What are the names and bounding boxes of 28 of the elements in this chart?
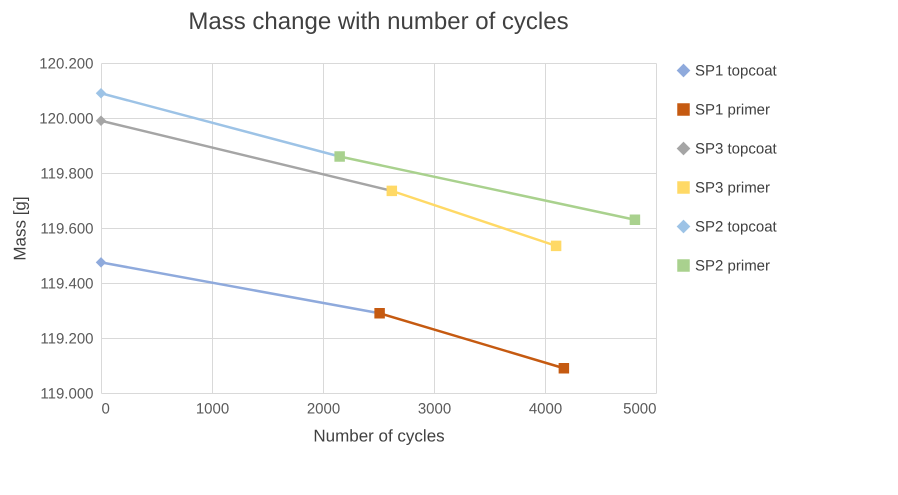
y-tick-label: 119.600 — [40, 220, 94, 238]
legend-label: SP1 primer — [695, 102, 770, 118]
point — [550, 240, 562, 252]
point — [96, 116, 106, 126]
point — [96, 88, 106, 98]
y-tick-label: 120.200 — [39, 56, 94, 72]
x-tick-label: 3000 — [418, 400, 452, 418]
y-tick-label: 119.400 — [40, 276, 94, 292]
x-tick-label: 0 — [102, 400, 110, 418]
point — [558, 363, 570, 374]
y-tick-label: 119.800 — [40, 166, 94, 182]
chart-title: Mass change with number of cycles — [188, 8, 569, 35]
y-tick-label: 119.200 — [40, 330, 94, 348]
x-tick-label: 1000 — [196, 400, 230, 418]
y-tick-label: 120.000 — [39, 110, 94, 128]
x-tick-label: 4000 — [528, 400, 562, 418]
point — [630, 214, 640, 225]
legend-label: SP2 primer — [695, 258, 770, 274]
point — [96, 257, 106, 268]
y-tick-label: 119.000 — [40, 386, 94, 402]
x-tick-label: 2000 — [306, 400, 340, 418]
legend-label: SP2 topcoat — [695, 218, 778, 236]
legend-label: SP3 topcoat — [695, 140, 778, 158]
y-axis-title: Mass [g] — [10, 196, 30, 261]
x-axis-title: Number of cycles — [313, 426, 445, 446]
legend-label: SP3 primer — [695, 180, 770, 196]
x-tick-label: 5000 — [623, 400, 656, 418]
legend-label: SP1 topcoat — [695, 62, 778, 80]
